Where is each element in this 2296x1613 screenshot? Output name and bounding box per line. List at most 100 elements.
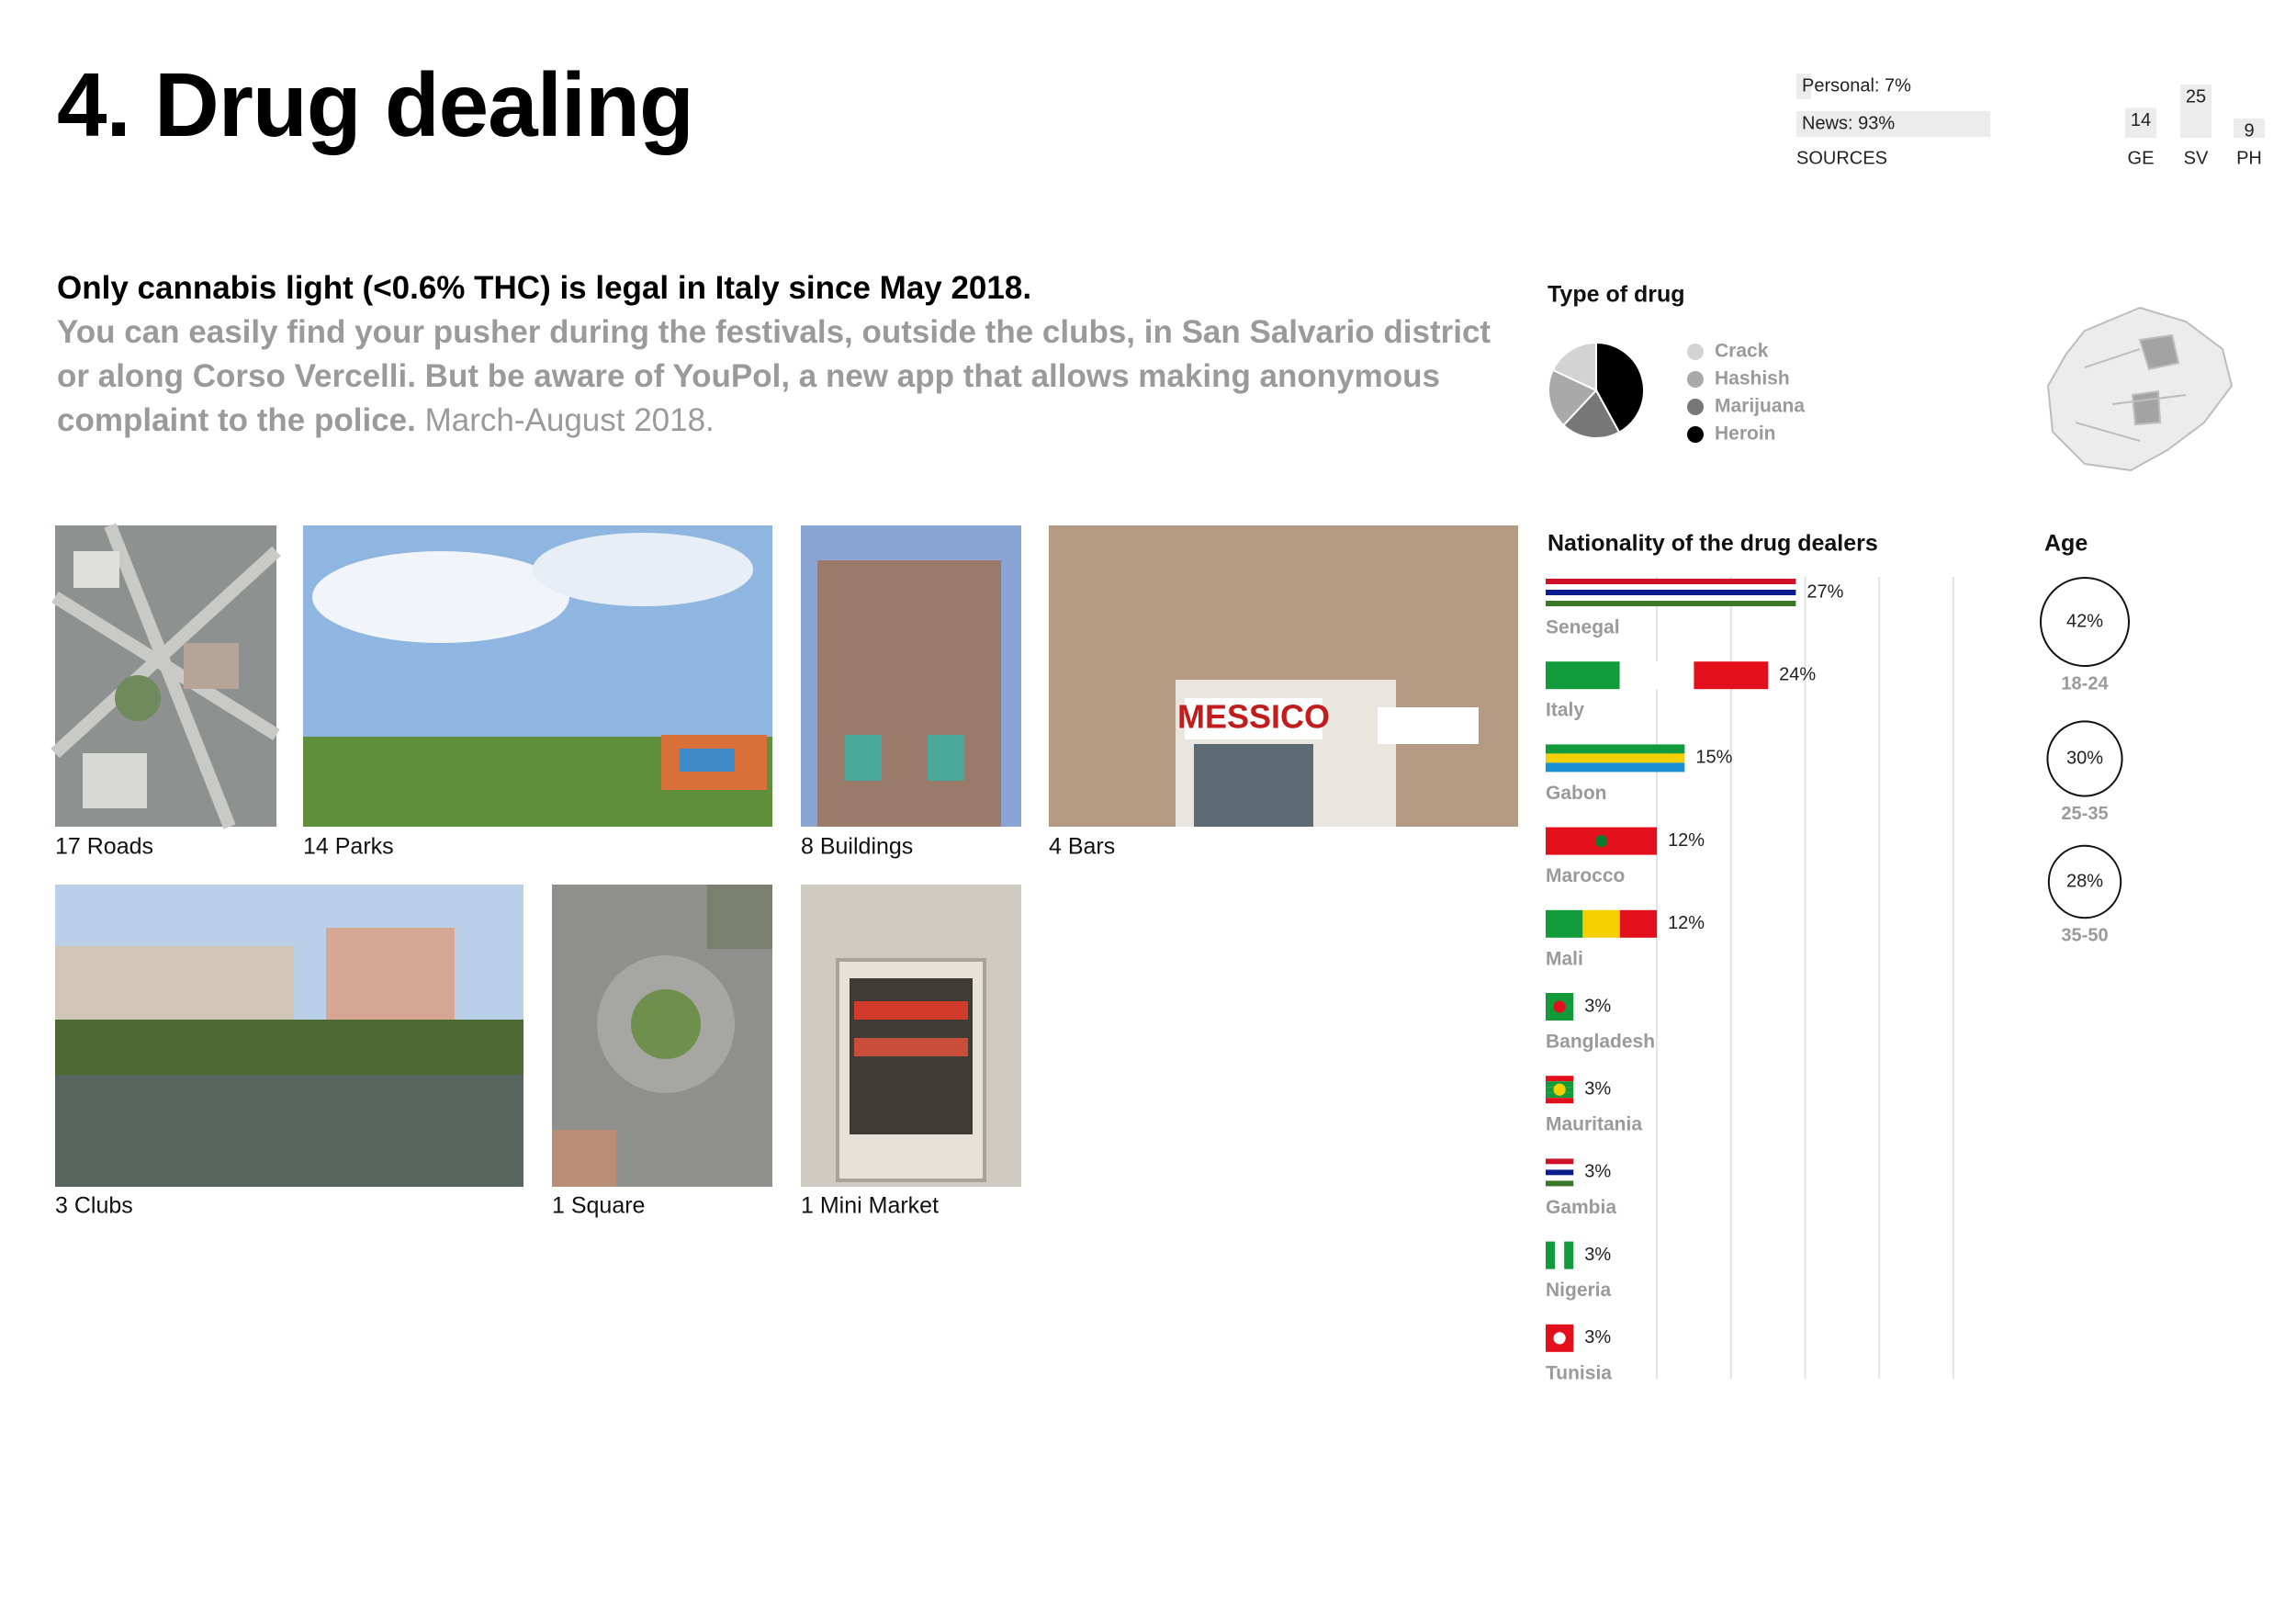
value-label: 25 [2186,86,2206,107]
district-map [2046,306,2234,472]
photo-caption: 1 Mini Market [801,1193,939,1219]
flag-stripe [1546,909,1583,938]
category-label: Tunisia [1546,1362,1612,1383]
bar [1546,1076,1574,1104]
flag-stripe [1546,1169,1574,1176]
bar [1546,909,1658,938]
x-tick-label: GE [2128,148,2155,168]
bubble [2046,720,2123,797]
category-label: Nigeria [1546,1280,1612,1301]
category-label: Senegal [1546,617,1620,638]
flag-stripe [1546,601,1796,606]
bar [1546,1241,1574,1269]
bar [2180,85,2212,138]
flag-stripe [1564,1241,1574,1269]
pie-slice [1561,389,1621,439]
value-label: 42% [2066,611,2103,631]
value-label: 15% [1695,748,1732,768]
intro-body: You can easily find your pusher during t… [57,314,1491,438]
category-label: Mali [1546,948,1583,969]
x-tick-label: SV [2184,148,2209,168]
value-label: 30% [2066,748,2103,768]
value-label: Personal: 7% [1802,75,1911,96]
bubble [2040,577,2130,667]
category-label: Italy [1546,700,1584,721]
photo-caption: 17 Roads [55,834,153,860]
photo-caption: 3 Clubs [55,1193,133,1219]
bar [1546,661,1769,690]
value-label: 3% [1584,1078,1611,1099]
photo-bars: MESSICO [1049,525,1518,827]
legend-label: Hashish [1715,368,1790,389]
chart-title: Nationality of the drug dealers [1548,531,1878,557]
flag-stripe [1546,1076,1574,1082]
value-label: 28% [2066,871,2103,891]
flag-stripe [1546,753,1685,763]
flag-stripe [1546,744,1685,754]
flag-stripe [1694,661,1769,690]
photo-caption: 4 Bars [1049,834,1115,860]
value-label: 9 [2244,120,2254,141]
bar [1546,744,1685,773]
value-label: 3% [1584,996,1611,1016]
flag-stripe [1546,590,1796,595]
legend-swatch [1687,344,1704,360]
category-label: Gabon [1546,783,1607,804]
bar [1796,111,1991,137]
value-label: 24% [1779,664,1816,684]
pie-slice [1595,341,1645,434]
value-label: 12% [1668,913,1705,933]
shop-sign: MESSICO [1177,698,1330,736]
pie-slice [1551,341,1597,392]
flag-stripe [1546,1180,1574,1187]
headline: Only cannabis light (<0.6% THC) is legal… [57,270,1032,306]
value-label: 3% [1584,1162,1611,1182]
flag-emblem [1553,1000,1566,1013]
category-label: 25-35 [2061,804,2108,824]
bar [1546,1324,1574,1352]
category-label: Mauritania [1546,1114,1642,1135]
flag-stripe [1546,661,1620,690]
value-label: 3% [1584,1327,1611,1348]
period: March-August 2018. [424,402,715,438]
category-label: 35-50 [2061,925,2108,945]
legend-label: Marijuana [1715,396,1805,417]
flag-stripe [1546,762,1685,773]
flag-stripe [1546,1241,1556,1269]
flag-stripe [1546,1175,1574,1181]
flag-emblem [1553,1083,1566,1096]
legend-swatch [1687,399,1704,415]
bar [1546,827,1658,855]
flag-stripe [1619,661,1694,690]
flag-stripe [1555,1241,1565,1269]
intro: Only cannabis light (<0.6% THC) is legal… [57,266,1517,443]
category-label: Bangladesh [1546,1032,1655,1053]
bar [1546,993,1574,1021]
page-title: 4. Drug dealing [57,54,694,155]
bubble [2047,844,2122,919]
category-label: 18-24 [2061,673,2109,694]
flag-stripe [1546,579,1796,584]
flag-stripe [1582,909,1620,938]
bar [2234,118,2265,138]
legend-label: Heroin [1715,423,1776,445]
flag-stripe [1546,1158,1574,1165]
chart-title: Age [2044,531,2088,557]
legend-swatch [1687,426,1704,443]
photo-caption: 14 Parks [303,834,394,860]
bar [2125,107,2156,138]
value-label: 27% [1806,581,1843,602]
flag-stripe [1546,1164,1574,1170]
category-label: Gambia [1546,1197,1616,1218]
flag-stripe [1546,595,1796,601]
photo-caption: 8 Buildings [801,834,913,860]
legend-swatch [1687,371,1704,388]
category-label: Marocco [1546,865,1625,886]
pie-slice [1548,368,1598,427]
photo-square [552,885,772,1187]
chart-title: Type of drug [1548,282,1685,308]
photo-parks [303,525,772,827]
legend-label: Crack [1715,341,1769,362]
bar [1796,73,1811,99]
